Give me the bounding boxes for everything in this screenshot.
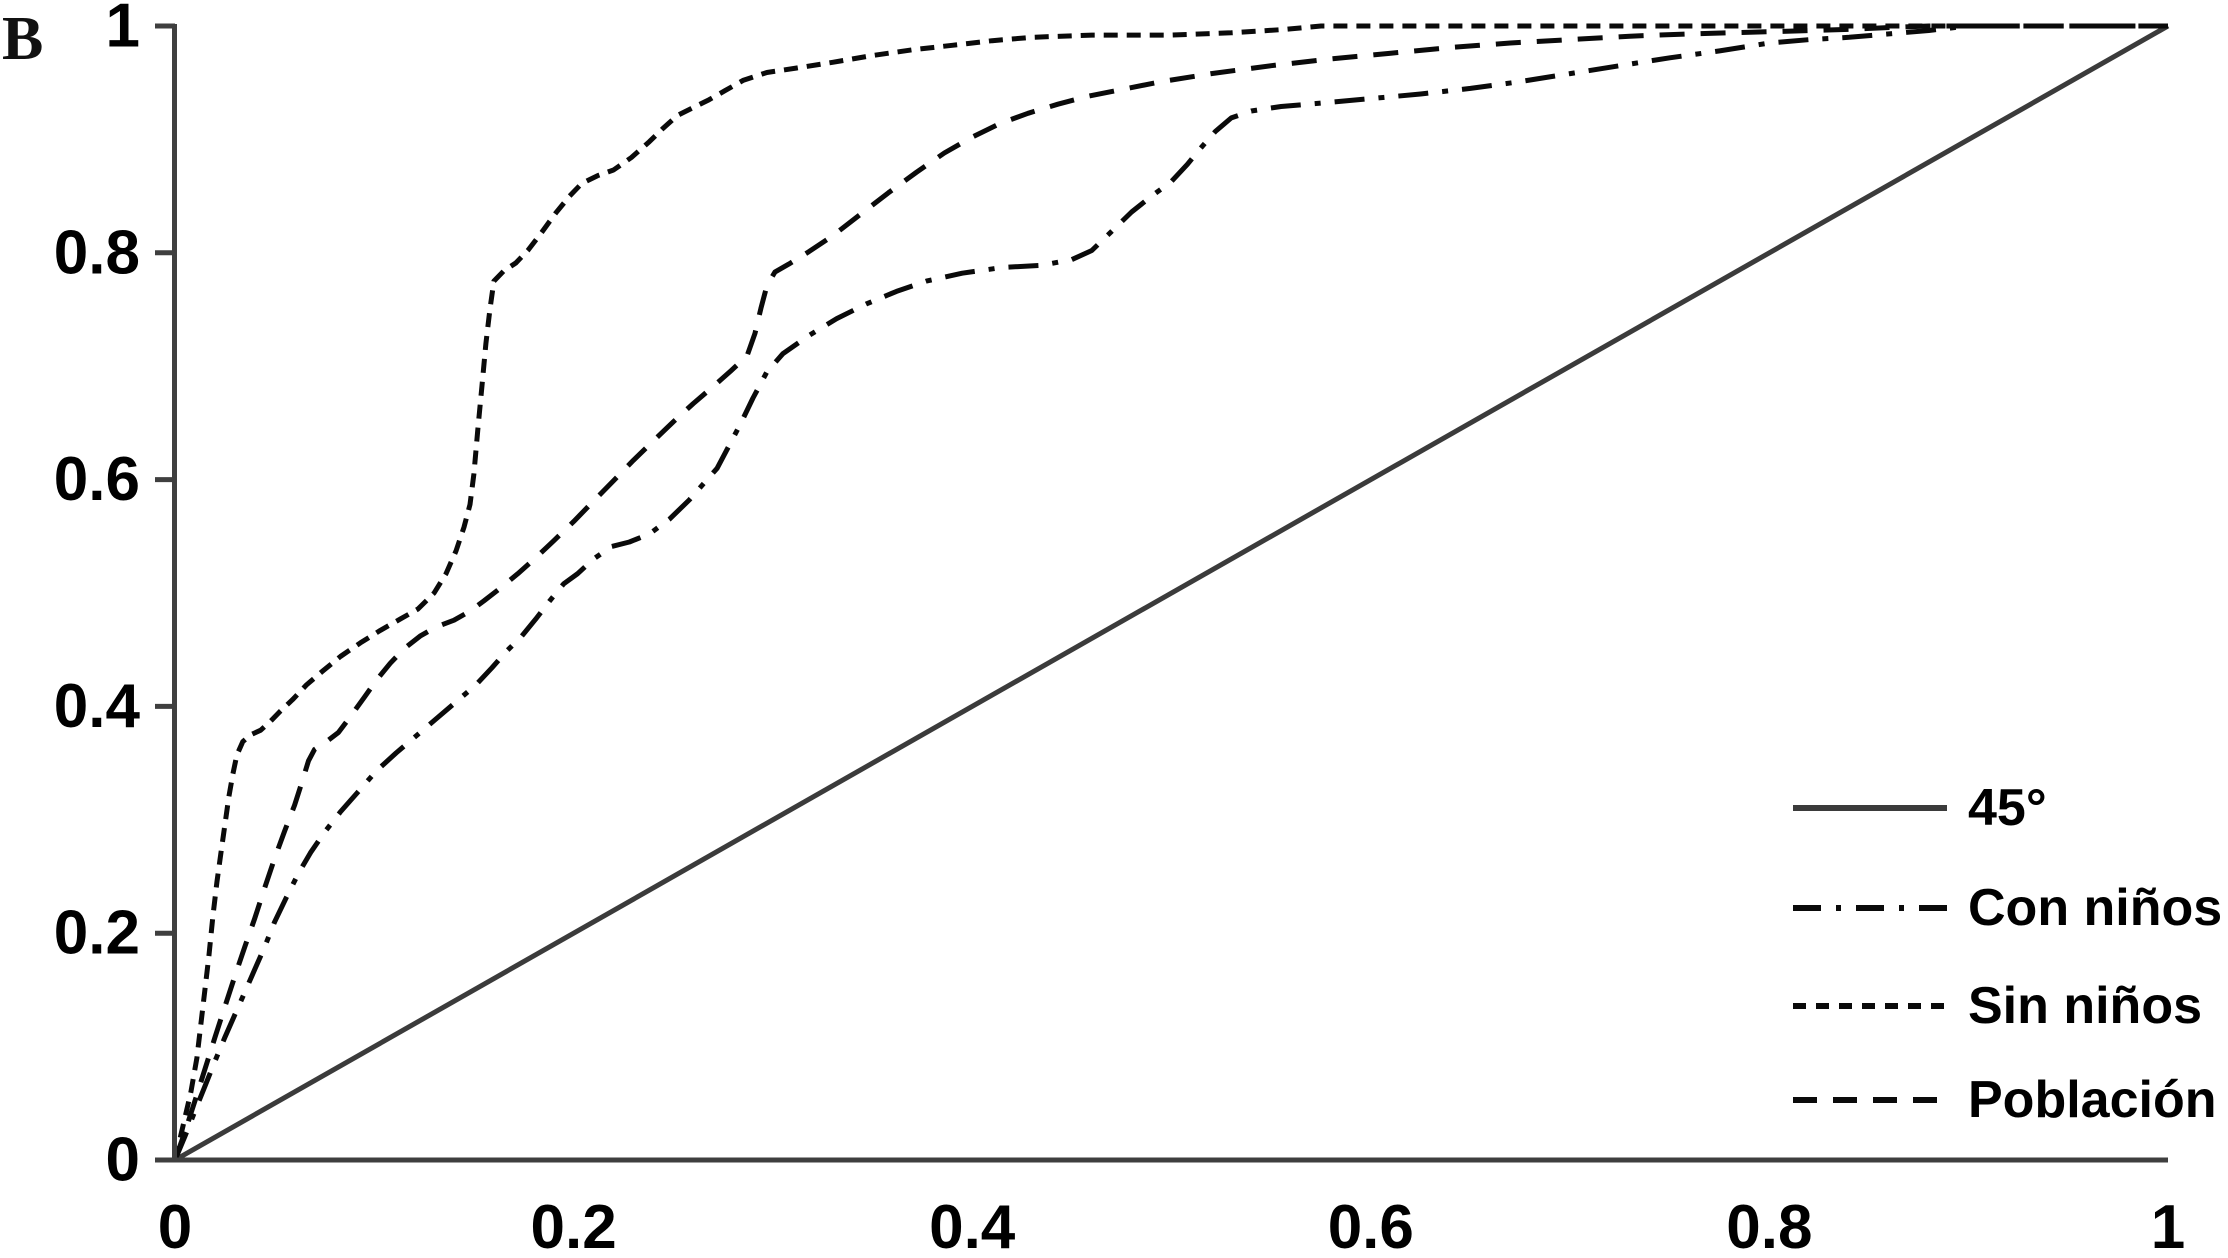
- legend-line-sample-sin-ninos: [1793, 1003, 1947, 1009]
- y-tick-label-0.8: 0.8: [54, 218, 140, 287]
- series-curve-0-solid: [173, 23, 2170, 1163]
- series-curve-1-dashdot: [172, 23, 2168, 1161]
- x-tick-label-0.2: 0.2: [530, 1193, 616, 1258]
- panel-label: B: [2, 5, 44, 73]
- legend-label-poblacion: Población: [1968, 1071, 2217, 1129]
- legend-item-45: 45°: [1790, 776, 2228, 840]
- legend-line-sample-con-ninos: [1793, 905, 1947, 911]
- legend-label-sin-ninos: Sin niños: [1968, 977, 2202, 1035]
- x-tick-label-0.6: 0.6: [1328, 1193, 1414, 1258]
- x-tick-label-0: 0: [158, 1193, 192, 1258]
- legend-label-con-ninos: Con niños: [1968, 879, 2223, 937]
- y-tick-label-0: 0: [106, 1126, 140, 1195]
- legend-item-con-ninos: Con niños: [1790, 876, 2228, 940]
- x-tick-label-0.4: 0.4: [929, 1193, 1016, 1258]
- y-tick-label-1: 1: [106, 0, 140, 61]
- legend-item-poblacion: Población: [1790, 1068, 2228, 1132]
- series-curve-3-dash: [172, 23, 2168, 1161]
- legend-label-45: 45°: [1968, 779, 2047, 837]
- y-tick-label-0.2: 0.2: [54, 899, 140, 968]
- legend-line-sample-45: [1793, 805, 1947, 811]
- series-curve-2-dense-dash: [172, 23, 2168, 1161]
- x-tick-label-1: 1: [2151, 1193, 2185, 1258]
- y-tick-label-0.4: 0.4: [54, 672, 141, 741]
- y-tick-label-0.6: 0.6: [54, 445, 140, 514]
- x-tick-label-0.8: 0.8: [1726, 1193, 1812, 1258]
- legend-line-sample-poblacion: [1793, 1097, 1947, 1103]
- legend-item-sin-ninos: Sin niños: [1790, 974, 2228, 1038]
